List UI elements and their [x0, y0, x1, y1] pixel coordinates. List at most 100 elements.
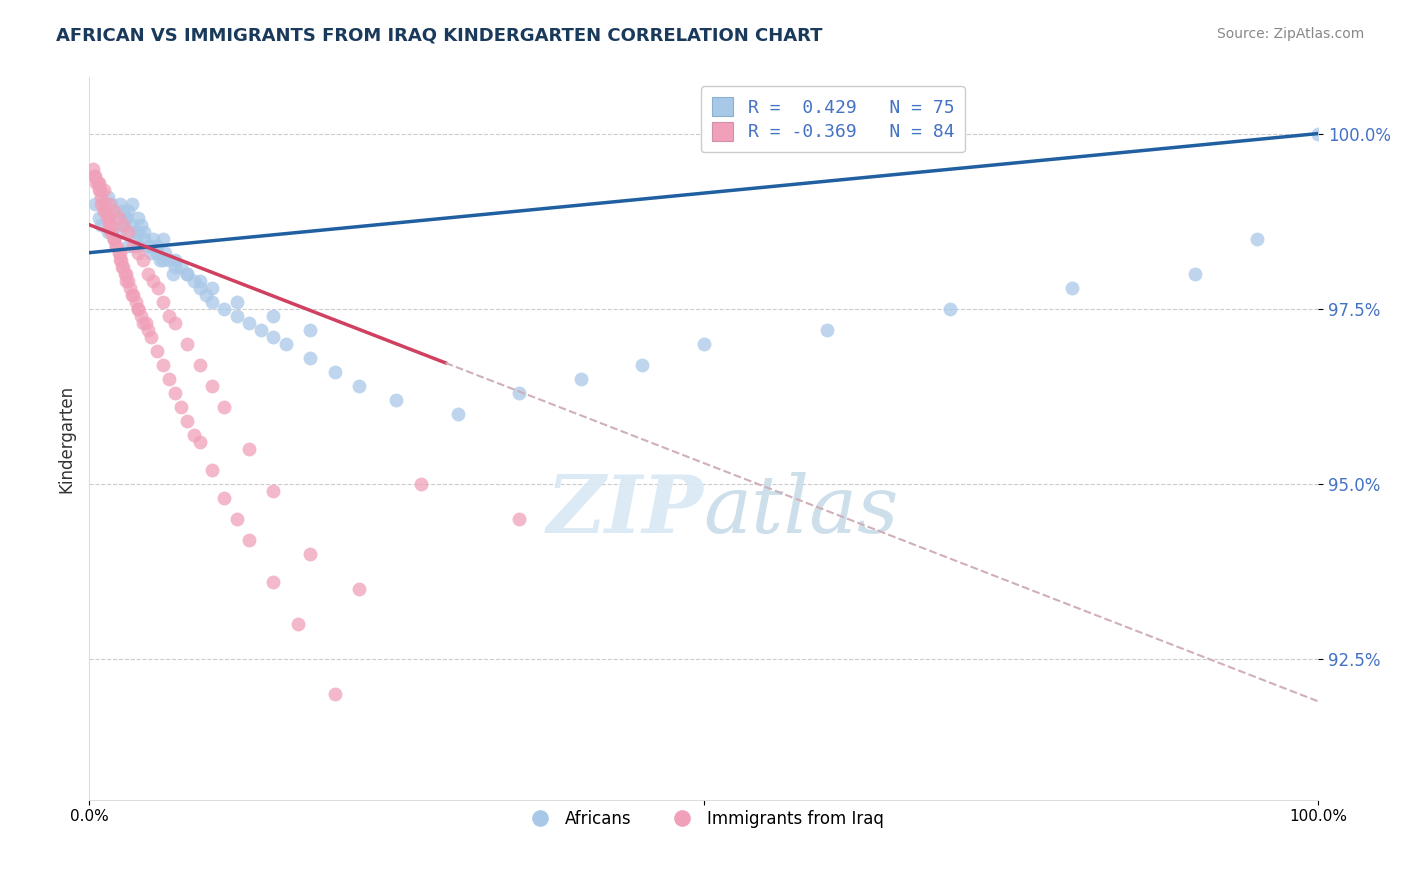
Point — [86, 176, 108, 190]
Legend: Africans, Immigrants from Iraq: Africans, Immigrants from Iraq — [517, 803, 890, 835]
Point — [146, 281, 169, 295]
Point — [132, 252, 155, 267]
Point — [447, 407, 470, 421]
Point — [111, 260, 134, 274]
Point — [262, 309, 284, 323]
Text: AFRICAN VS IMMIGRANTS FROM IRAQ KINDERGARTEN CORRELATION CHART: AFRICAN VS IMMIGRANTS FROM IRAQ KINDERGA… — [56, 27, 823, 45]
Point — [139, 330, 162, 344]
Point — [262, 330, 284, 344]
Point — [127, 245, 149, 260]
Point — [349, 379, 371, 393]
Point — [87, 183, 110, 197]
Point — [125, 294, 148, 309]
Point — [103, 232, 125, 246]
Point — [188, 281, 211, 295]
Point — [90, 189, 112, 203]
Point — [152, 358, 174, 372]
Point — [1308, 127, 1330, 141]
Point — [139, 245, 162, 260]
Point — [136, 238, 159, 252]
Point — [238, 442, 260, 456]
Point — [201, 463, 224, 477]
Point — [96, 211, 118, 225]
Point — [165, 385, 187, 400]
Point — [105, 211, 128, 225]
Point — [225, 512, 247, 526]
Point — [107, 211, 129, 225]
Point — [84, 169, 107, 183]
Point — [165, 260, 187, 274]
Point — [103, 232, 125, 246]
Point — [100, 225, 122, 239]
Point — [214, 400, 236, 414]
Point — [84, 196, 107, 211]
Point — [145, 245, 167, 260]
Point — [115, 274, 138, 288]
Point — [815, 323, 838, 337]
Point — [152, 252, 174, 267]
Point — [112, 218, 135, 232]
Point — [145, 343, 167, 358]
Point — [107, 245, 129, 260]
Point — [152, 232, 174, 246]
Point — [103, 203, 125, 218]
Point — [1062, 281, 1084, 295]
Point — [129, 309, 152, 323]
Point — [385, 392, 408, 407]
Point — [238, 533, 260, 548]
Point — [250, 323, 273, 337]
Point — [121, 218, 143, 232]
Point — [118, 281, 141, 295]
Point — [139, 238, 162, 252]
Point — [127, 301, 149, 316]
Point — [108, 245, 131, 260]
Point — [176, 336, 198, 351]
Point — [157, 372, 180, 386]
Point — [108, 225, 131, 239]
Point — [508, 512, 530, 526]
Point — [93, 196, 115, 211]
Point — [103, 203, 125, 218]
Point — [121, 287, 143, 301]
Point — [287, 617, 309, 632]
Point — [631, 358, 654, 372]
Point — [96, 189, 118, 203]
Point — [323, 687, 346, 701]
Point — [162, 267, 184, 281]
Point — [183, 428, 205, 442]
Point — [105, 238, 128, 252]
Point — [97, 218, 120, 232]
Point — [87, 176, 110, 190]
Point — [170, 400, 193, 414]
Point — [569, 372, 592, 386]
Point — [122, 238, 145, 252]
Point — [114, 267, 136, 281]
Point — [165, 316, 187, 330]
Point — [938, 301, 960, 316]
Point — [121, 196, 143, 211]
Point — [188, 358, 211, 372]
Point — [214, 301, 236, 316]
Point — [93, 183, 115, 197]
Point — [136, 267, 159, 281]
Point — [125, 232, 148, 246]
Point — [98, 218, 121, 232]
Point — [183, 274, 205, 288]
Text: Source: ZipAtlas.com: Source: ZipAtlas.com — [1216, 27, 1364, 41]
Point — [82, 161, 104, 176]
Point — [112, 203, 135, 218]
Point — [262, 575, 284, 590]
Point — [121, 225, 143, 239]
Point — [176, 267, 198, 281]
Point — [115, 267, 138, 281]
Point — [117, 225, 139, 239]
Point — [170, 260, 193, 274]
Point — [323, 365, 346, 379]
Point — [96, 203, 118, 218]
Point — [93, 203, 115, 218]
Point — [201, 281, 224, 295]
Point — [201, 379, 224, 393]
Point — [115, 211, 138, 225]
Point — [188, 274, 211, 288]
Point — [100, 196, 122, 211]
